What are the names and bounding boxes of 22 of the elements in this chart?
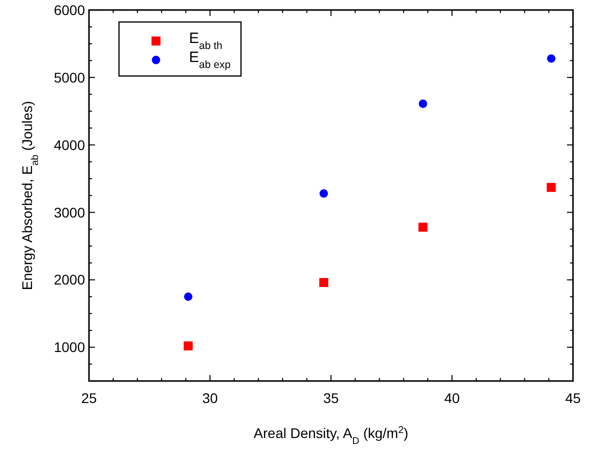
point xyxy=(184,341,193,350)
point xyxy=(184,292,192,301)
y-tick-label: 3000 xyxy=(54,204,86,220)
x-axis-title: Areal Density, A$_{D}$ (kg/m$^{2}$) xyxy=(254,424,408,446)
y-tick-label: 6000 xyxy=(54,2,86,18)
point xyxy=(319,278,328,288)
point xyxy=(546,182,556,192)
y-tick-label: 5000 xyxy=(54,69,86,86)
x-tick-label: 45 xyxy=(565,390,581,406)
point xyxy=(418,100,428,108)
legend-label: E$_{ab exp}$ xyxy=(189,49,231,71)
point xyxy=(547,54,556,63)
x-tick-label: 25 xyxy=(81,390,97,406)
point xyxy=(418,222,428,232)
y-tick-label: 2000 xyxy=(54,272,86,288)
x-tick-label: 40 xyxy=(444,390,460,406)
point xyxy=(320,189,328,198)
x-tick-label: 35 xyxy=(323,390,339,406)
y-tick-label: 4000 xyxy=(54,136,86,153)
x-tick-label: 30 xyxy=(202,390,218,406)
y-tick-label: 1000 xyxy=(54,339,86,356)
legend-label: E$_{ab th}$ xyxy=(189,30,223,52)
